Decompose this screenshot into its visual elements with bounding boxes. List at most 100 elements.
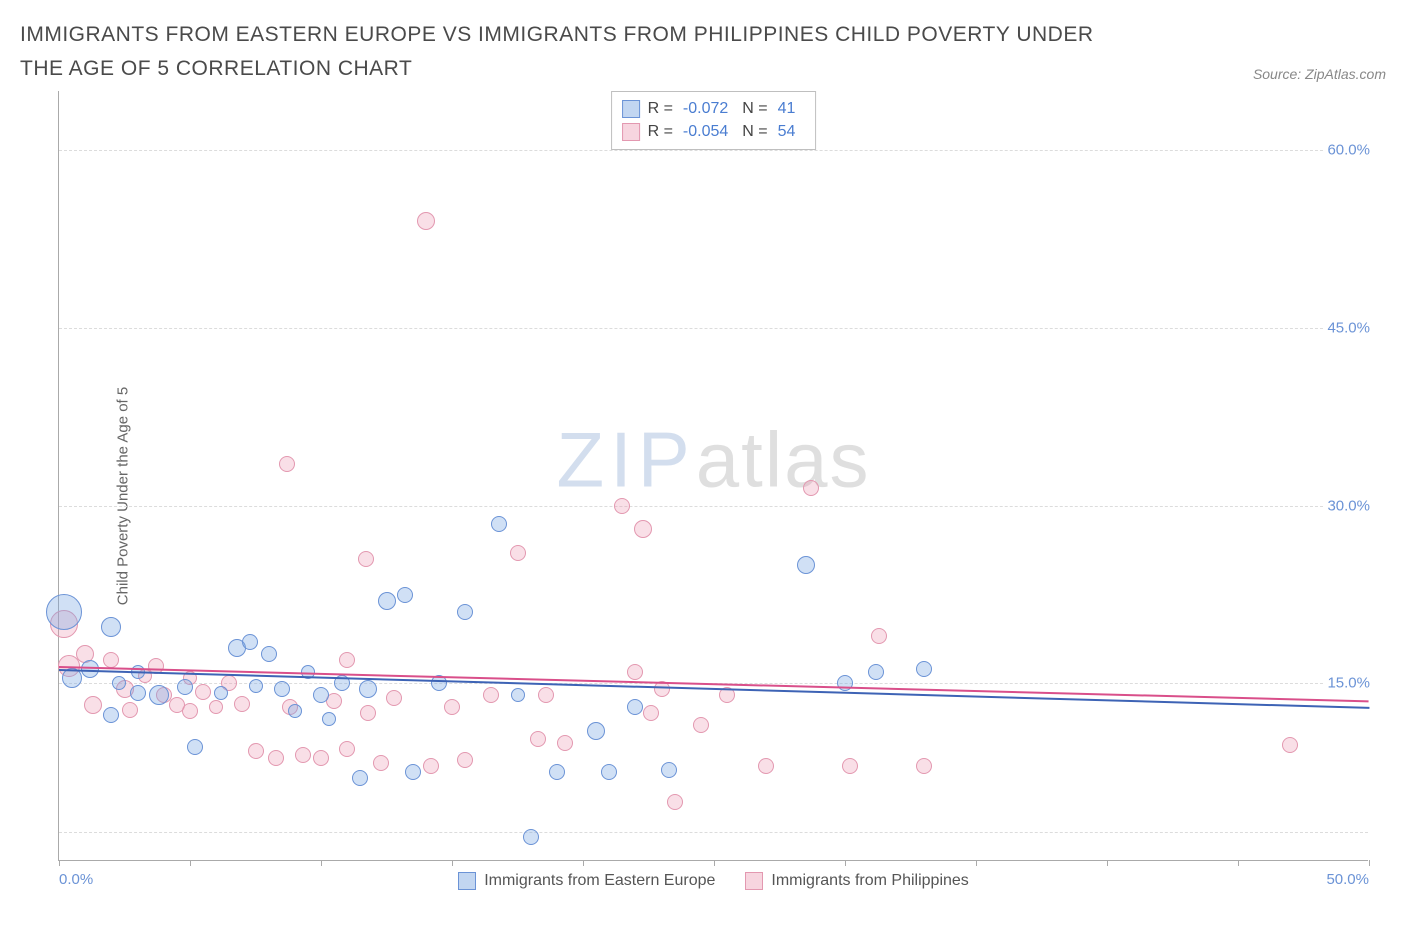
scatter-point <box>538 687 554 703</box>
scatter-point <box>288 704 302 718</box>
swatch-eastern-europe <box>458 872 476 890</box>
scatter-point <box>359 680 377 698</box>
y-tick-label: 15.0% <box>1323 675 1370 692</box>
watermark-atlas: atlas <box>696 416 871 504</box>
x-tick <box>452 860 453 866</box>
title-row: IMMIGRANTS FROM EASTERN EUROPE VS IMMIGR… <box>20 18 1386 85</box>
scatter-point <box>248 743 264 759</box>
scatter-point <box>661 762 677 778</box>
scatter-point <box>242 634 258 650</box>
x-tick <box>583 860 584 866</box>
scatter-point <box>295 747 311 763</box>
scatter-point <box>378 592 396 610</box>
scatter-point <box>627 699 643 715</box>
scatter-point <box>549 764 565 780</box>
scatter-point <box>130 685 146 701</box>
scatter-point <box>423 758 439 774</box>
scatter-point <box>758 758 774 774</box>
scatter-point <box>601 764 617 780</box>
scatter-point <box>112 676 126 690</box>
page: IMMIGRANTS FROM EASTERN EUROPE VS IMMIGR… <box>0 0 1406 921</box>
scatter-point <box>313 687 329 703</box>
x-tick-label: 50.0% <box>1326 871 1369 888</box>
scatter-point <box>46 594 82 630</box>
r-label: R = <box>648 121 673 143</box>
scatter-point <box>84 696 102 714</box>
scatter-point <box>868 664 884 680</box>
watermark: ZIPatlas <box>556 415 870 506</box>
swatch-philippines <box>622 123 640 141</box>
scatter-point <box>195 684 211 700</box>
series-label-eastern-europe: Immigrants from Eastern Europe <box>484 872 715 890</box>
x-tick <box>321 860 322 866</box>
scatter-point <box>417 212 435 230</box>
legend-item-philippines: Immigrants from Philippines <box>745 872 968 890</box>
scatter-point <box>373 755 389 771</box>
scatter-point <box>614 498 630 514</box>
scatter-point <box>177 679 193 695</box>
scatter-point <box>837 675 853 691</box>
scatter-point <box>511 688 525 702</box>
scatter-point <box>667 794 683 810</box>
r-value-eastern-europe: -0.072 <box>683 98 728 120</box>
legend-row-eastern-europe: R = -0.072 N = 41 <box>622 98 802 120</box>
scatter-point <box>339 652 355 668</box>
scatter-point <box>634 520 652 538</box>
scatter-point <box>405 764 421 780</box>
y-tick-label: 30.0% <box>1323 497 1370 514</box>
chart-title: IMMIGRANTS FROM EASTERN EUROPE VS IMMIGR… <box>20 18 1140 85</box>
gridline <box>59 832 1368 833</box>
scatter-point <box>457 604 473 620</box>
scatter-point <box>510 545 526 561</box>
source-label: Source: ZipAtlas.com <box>1253 66 1386 82</box>
scatter-point <box>268 750 284 766</box>
swatch-eastern-europe <box>622 100 640 118</box>
scatter-point <box>249 679 263 693</box>
scatter-point <box>122 702 138 718</box>
x-tick <box>714 860 715 866</box>
scatter-point <box>322 712 336 726</box>
n-label: N = <box>742 121 767 143</box>
scatter-point <box>358 551 374 567</box>
gridline <box>59 506 1368 507</box>
chart-wrap: Child Poverty Under the Age of 5 ZIPatla… <box>20 91 1386 901</box>
scatter-point <box>797 556 815 574</box>
scatter-point <box>313 750 329 766</box>
r-value-philippines: -0.054 <box>683 121 728 143</box>
x-tick <box>1107 860 1108 866</box>
correlation-legend: R = -0.072 N = 41 R = -0.054 N = 54 <box>611 91 817 150</box>
gridline <box>59 150 1368 151</box>
scatter-point <box>444 699 460 715</box>
scatter-point <box>693 717 709 733</box>
scatter-point <box>386 690 402 706</box>
scatter-point <box>523 829 539 845</box>
x-tick <box>845 860 846 866</box>
scatter-point <box>352 770 368 786</box>
scatter-point <box>209 700 223 714</box>
x-tick <box>976 860 977 866</box>
scatter-point <box>491 516 507 532</box>
n-value-philippines: 54 <box>778 121 796 143</box>
scatter-point <box>261 646 277 662</box>
scatter-point <box>187 739 203 755</box>
n-label: N = <box>742 98 767 120</box>
legend-row-philippines: R = -0.054 N = 54 <box>622 121 802 143</box>
x-tick <box>59 860 60 866</box>
scatter-point <box>557 735 573 751</box>
legend-item-eastern-europe: Immigrants from Eastern Europe <box>458 872 715 890</box>
scatter-plot: ZIPatlas R = -0.072 N = 41 R = -0.054 N … <box>58 91 1368 861</box>
scatter-point <box>483 687 499 703</box>
scatter-point <box>842 758 858 774</box>
scatter-point <box>587 722 605 740</box>
scatter-point <box>149 685 169 705</box>
n-value-eastern-europe: 41 <box>778 98 796 120</box>
scatter-point <box>530 731 546 747</box>
scatter-point <box>279 456 295 472</box>
scatter-point <box>871 628 887 644</box>
scatter-point <box>803 480 819 496</box>
scatter-point <box>339 741 355 757</box>
scatter-point <box>103 652 119 668</box>
scatter-point <box>397 587 413 603</box>
scatter-point <box>182 703 198 719</box>
scatter-point <box>214 686 228 700</box>
